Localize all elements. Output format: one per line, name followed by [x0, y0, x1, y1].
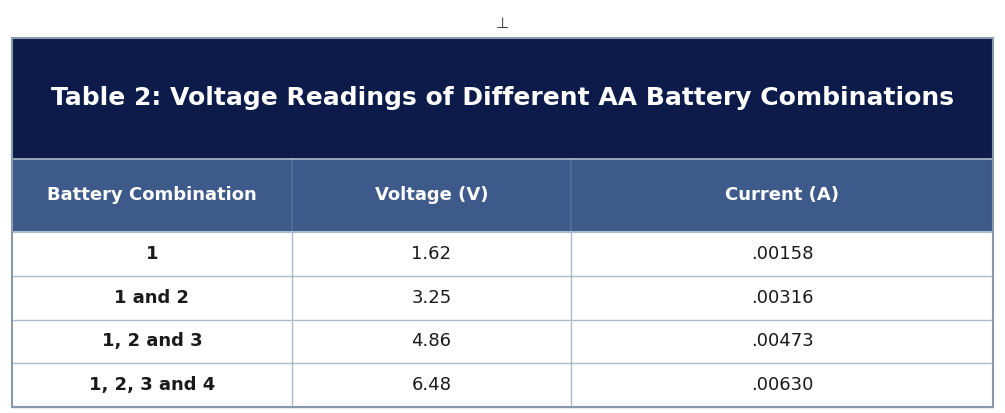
FancyBboxPatch shape	[12, 233, 291, 276]
FancyBboxPatch shape	[291, 276, 571, 320]
FancyBboxPatch shape	[291, 363, 571, 407]
FancyBboxPatch shape	[12, 363, 291, 407]
FancyBboxPatch shape	[571, 159, 993, 233]
Text: 3.25: 3.25	[411, 289, 451, 307]
FancyBboxPatch shape	[571, 276, 993, 320]
Text: 1, 2, 3 and 4: 1, 2, 3 and 4	[88, 376, 215, 394]
Text: .00158: .00158	[751, 245, 813, 263]
Text: .00630: .00630	[751, 376, 813, 394]
FancyBboxPatch shape	[291, 159, 571, 233]
FancyBboxPatch shape	[12, 159, 291, 233]
Text: Current (A): Current (A)	[725, 187, 839, 204]
FancyBboxPatch shape	[571, 320, 993, 363]
Text: 1 and 2: 1 and 2	[115, 289, 189, 307]
FancyBboxPatch shape	[571, 233, 993, 276]
Text: 4.86: 4.86	[411, 332, 451, 350]
FancyBboxPatch shape	[12, 276, 291, 320]
Text: Table 2: Voltage Readings of Different AA Battery Combinations: Table 2: Voltage Readings of Different A…	[51, 86, 954, 110]
Text: ⊥: ⊥	[495, 16, 510, 31]
FancyBboxPatch shape	[291, 320, 571, 363]
FancyBboxPatch shape	[12, 38, 993, 159]
FancyBboxPatch shape	[12, 320, 291, 363]
Text: 1: 1	[146, 245, 158, 263]
Text: 1.62: 1.62	[411, 245, 451, 263]
Text: 1, 2 and 3: 1, 2 and 3	[102, 332, 202, 350]
Text: Voltage (V): Voltage (V)	[375, 187, 488, 204]
FancyBboxPatch shape	[291, 233, 571, 276]
Text: 6.48: 6.48	[411, 376, 451, 394]
Text: Battery Combination: Battery Combination	[47, 187, 256, 204]
FancyBboxPatch shape	[571, 363, 993, 407]
Text: .00316: .00316	[751, 289, 813, 307]
Text: .00473: .00473	[751, 332, 813, 350]
